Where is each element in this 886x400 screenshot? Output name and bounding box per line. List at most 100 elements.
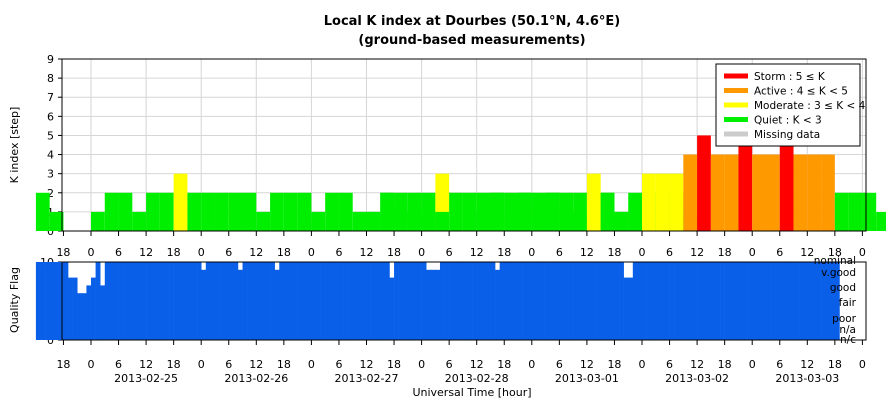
quality-bar — [490, 262, 496, 340]
quality-bar — [320, 262, 326, 340]
k-index-bar — [49, 211, 64, 231]
legend-entry: Quiet : K < 3 — [754, 115, 822, 127]
quality-bar — [825, 262, 831, 340]
quality-bar — [334, 262, 340, 340]
k-index-bar — [531, 192, 546, 231]
quality-bar — [35, 262, 41, 340]
quality-bar — [141, 262, 147, 340]
quality-flag-label: fair — [839, 297, 857, 309]
quality-bar — [591, 262, 597, 340]
quality-ytick-label: 0 — [47, 334, 54, 347]
k-index-hour-label: 18 — [718, 246, 732, 259]
quality-bar — [357, 262, 363, 340]
quality-bar — [701, 262, 707, 340]
k-index-hour-label: 6 — [115, 246, 122, 259]
quality-bar — [706, 262, 712, 340]
quality-bar — [421, 262, 427, 340]
quality-bar — [237, 269, 243, 340]
k-index-hour-label: 6 — [776, 246, 783, 259]
quality-bar — [651, 262, 657, 340]
date-label: 2013-02-25 — [114, 372, 178, 385]
quality-hour-label: 0 — [859, 358, 866, 371]
k-index-hour-label: 12 — [690, 246, 704, 259]
k-index-bar — [628, 192, 642, 231]
k-index-bar — [283, 192, 298, 231]
quality-bar — [155, 262, 161, 340]
quality-bar — [127, 262, 133, 340]
k-index-hour-label: 0 — [198, 246, 205, 259]
k-index-bar — [476, 211, 491, 231]
quality-bar — [329, 262, 335, 340]
k-index-ylabel: K index [step] — [8, 107, 21, 184]
quality-bar — [628, 277, 634, 340]
k-index-bar — [669, 173, 684, 231]
quality-bar — [352, 262, 358, 340]
quality-bar — [715, 262, 721, 340]
quality-bar — [192, 262, 197, 340]
k-index-bar — [325, 192, 339, 231]
k-index-bar — [201, 192, 215, 231]
k-index-bar — [338, 192, 353, 231]
quality-bar — [214, 262, 220, 340]
k-index-bar — [214, 192, 229, 231]
k-index-ytick-label: 4 — [47, 149, 54, 162]
quality-bar — [338, 262, 344, 340]
quality-bar — [256, 262, 262, 340]
quality-bar — [720, 262, 725, 340]
k-index-hour-label: 6 — [446, 246, 453, 259]
quality-bar — [513, 262, 519, 340]
quality-bar — [793, 262, 799, 340]
date-label: 2013-02-28 — [445, 372, 509, 385]
quality-bar — [412, 262, 418, 340]
k-index-ytick-label: 6 — [47, 110, 54, 123]
quality-bar — [389, 277, 395, 340]
quality-bar — [394, 262, 399, 340]
quality-bar — [508, 262, 514, 340]
quality-bar — [453, 262, 459, 340]
quality-bar — [637, 262, 643, 340]
quality-bar — [563, 262, 569, 340]
quality-hour-label: 0 — [528, 358, 535, 371]
quality-bar — [743, 262, 748, 340]
quality-bar — [178, 262, 184, 340]
quality-bar — [251, 262, 257, 340]
quality-bar — [182, 262, 188, 340]
quality-bar — [609, 262, 615, 340]
k-index-bar — [586, 173, 601, 231]
quality-bar — [573, 262, 579, 340]
quality-bar — [550, 262, 556, 340]
k-index-bar — [545, 192, 560, 231]
quality-bar — [49, 262, 55, 340]
k-index-hour-label: 0 — [308, 246, 315, 259]
k-index-bar — [876, 211, 886, 231]
quality-bar — [747, 262, 753, 340]
quality-bar — [113, 262, 119, 340]
quality-hour-label: 12 — [690, 358, 704, 371]
quality-bar — [554, 262, 560, 340]
quality-bar — [687, 262, 693, 340]
quality-flag-label: nominal — [814, 255, 856, 267]
quality-bar — [242, 262, 248, 340]
quality-bar — [770, 262, 776, 340]
quality-bar — [224, 262, 230, 340]
quality-bar — [196, 262, 202, 340]
legend-entry: Missing data — [754, 129, 820, 141]
quality-bar — [270, 262, 275, 340]
k-index-bar — [270, 192, 284, 231]
quality-bar — [614, 262, 620, 340]
quality-hour-label: 6 — [225, 358, 232, 371]
k-index-hour-label: 12 — [360, 246, 374, 259]
k-index-bar — [146, 192, 160, 231]
quality-bar — [752, 262, 758, 340]
quality-bar — [642, 262, 647, 340]
k-index-ytick-label: 5 — [47, 129, 54, 142]
quality-bar — [417, 262, 422, 340]
k-index-bar — [352, 211, 367, 231]
k-index-bar — [752, 154, 766, 231]
quality-bar — [366, 262, 372, 340]
quality-bar — [293, 262, 298, 340]
quality-bar — [632, 262, 638, 340]
k-index-bar — [159, 192, 174, 231]
date-label: 2013-03-02 — [665, 372, 729, 385]
quality-hour-label: 6 — [776, 358, 783, 371]
